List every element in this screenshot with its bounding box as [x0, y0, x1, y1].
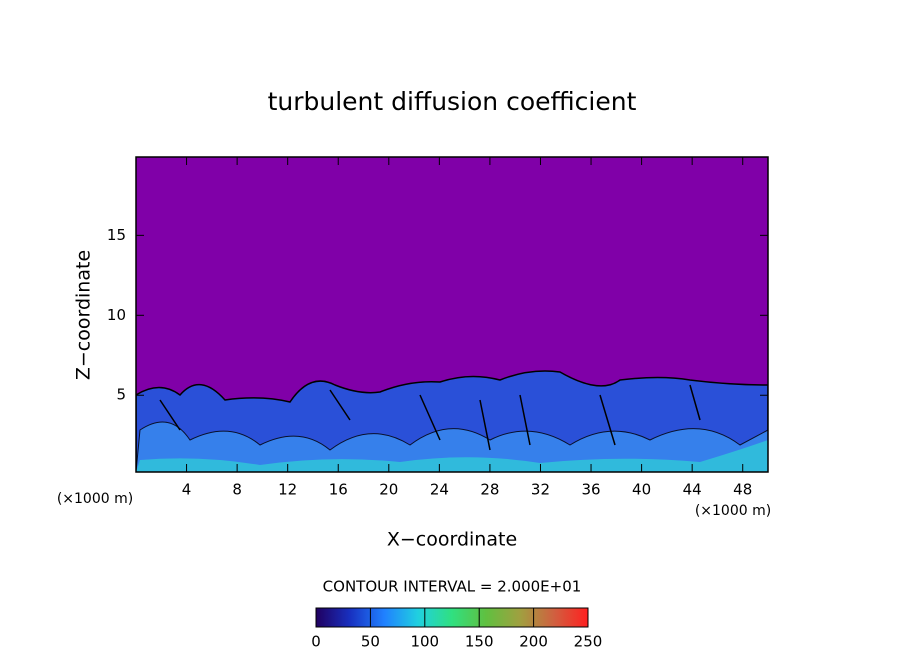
- y-tick-label: 10: [107, 306, 126, 324]
- x-unit-label: (×1000 m): [695, 503, 771, 519]
- colorbar: [315, 607, 589, 628]
- turbulence-pattern: [136, 370, 768, 472]
- colorbar-tick-label: 200: [519, 633, 548, 651]
- x-tick-label: 8: [232, 481, 242, 499]
- colorbar-tick-label: 150: [465, 633, 494, 651]
- plot-frame: [135, 156, 769, 473]
- x-tick-label: 44: [683, 481, 702, 499]
- x-tick-label: 24: [430, 481, 449, 499]
- colorbar-tick-label: 100: [410, 633, 439, 651]
- x-tick-label: 16: [329, 481, 348, 499]
- colorbar-tick-label: 250: [574, 633, 603, 651]
- y-tick-label: 15: [107, 226, 126, 244]
- x-tick-label: 48: [733, 481, 752, 499]
- x-tick-label: 28: [480, 481, 499, 499]
- chart-title: turbulent diffusion coefficient: [268, 87, 637, 116]
- y-tick-label: 5: [116, 386, 126, 404]
- x-tick-label: 32: [531, 481, 550, 499]
- x-tick-label: 4: [182, 481, 192, 499]
- colorbar-tick-label: 0: [311, 633, 321, 651]
- x-unit-label: (×1000 m): [57, 491, 133, 507]
- x-tick-label: 20: [379, 481, 398, 499]
- colorbar-label: CONTOUR INTERVAL = 2.000E+01: [323, 578, 582, 596]
- x-tick-label: 36: [581, 481, 600, 499]
- colorbar-tick-label: 50: [361, 633, 380, 651]
- x-tick-label: 12: [278, 481, 297, 499]
- x-tick-label: 40: [632, 481, 651, 499]
- x-axis-title: X−coordinate: [387, 529, 517, 551]
- y-axis-title: Z−coordinate: [73, 250, 95, 380]
